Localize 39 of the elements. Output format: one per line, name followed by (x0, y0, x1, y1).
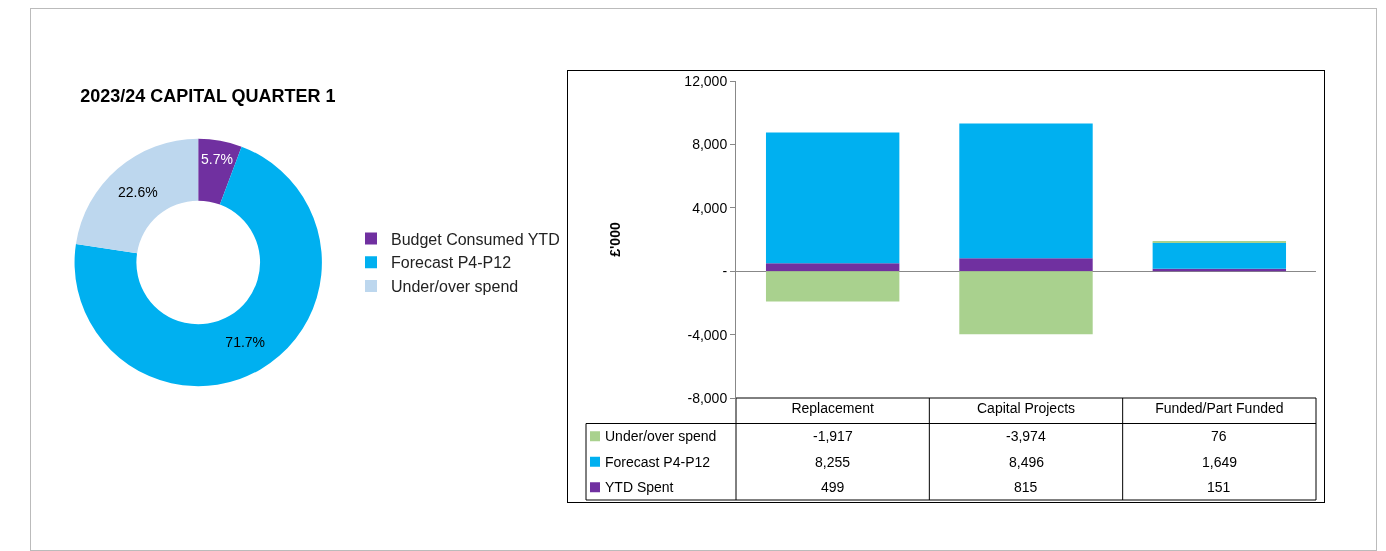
bar (959, 271, 1093, 335)
data-label: -3,974 (1006, 428, 1046, 444)
y-tick-label: 12,000 (684, 72, 728, 89)
data-label: 8,496 (1009, 454, 1045, 470)
data-label: 8,255 (815, 454, 851, 470)
data-label: 499 (821, 479, 845, 495)
data-label: 151 (1207, 479, 1231, 495)
y-tick-label: - (722, 263, 728, 280)
data-label: 815 (1014, 479, 1038, 495)
y-axis-title: £'000 (606, 222, 623, 257)
x-tick-label: Replacement (791, 400, 875, 416)
legend-label: Under/over spend (391, 278, 519, 296)
chart-title: 2023/24 CAPITAL QUARTER 1 (80, 86, 336, 107)
data-label: -1,917 (813, 428, 853, 444)
legend-label: Budget Consumed YTD (391, 230, 560, 248)
y-tick-label: 8,000 (692, 136, 728, 153)
data-label: 76 (1211, 428, 1227, 444)
legend-label: Forecast P4-P12 (391, 254, 512, 272)
y-tick-label: -8,000 (687, 389, 728, 406)
donut-slice (75, 138, 199, 254)
y-tick-label: 4,000 (692, 199, 728, 216)
y-tick-label: -4,000 (687, 326, 728, 343)
bar (959, 258, 1093, 272)
bar (959, 123, 1093, 259)
bar (765, 271, 900, 302)
x-tick-label: Funded/Part Funded (1155, 400, 1284, 416)
data-label: 71.7% (225, 334, 266, 351)
donut-slice (198, 138, 242, 205)
bar (765, 263, 900, 272)
x-tick-label: Capital Projects (976, 400, 1076, 416)
legend-label: Forecast P4-P12 (605, 454, 711, 470)
bar (1152, 242, 1287, 269)
data-label: 1,649 (1202, 454, 1238, 470)
legend-label: Under/over spend (605, 428, 717, 444)
legend-label: YTD Spent (605, 479, 674, 495)
bar (765, 132, 900, 264)
donut-slice (74, 146, 322, 387)
data-label: 22.6% (117, 184, 158, 201)
data-label: 5.7% (200, 151, 233, 168)
